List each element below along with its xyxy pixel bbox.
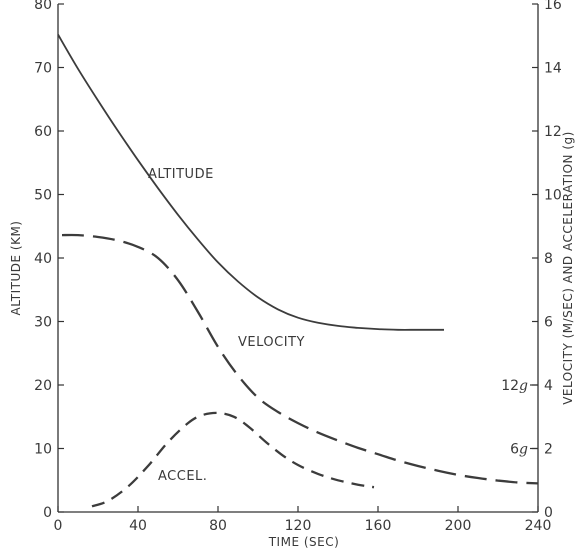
series-label-accel: ACCEL. (158, 469, 207, 484)
right-tick-label: 0 (544, 505, 553, 521)
right-tick-label: 10 (544, 188, 562, 204)
left-tick-label: 10 (34, 442, 52, 458)
labels-layer: TIME (SEC) ALTITUDE (KM) VELOCITY (M/SEC… (9, 131, 575, 549)
series-velocity-line (61, 233, 539, 485)
left-tick-label: 50 (34, 188, 52, 204)
series-layer (57, 34, 539, 508)
series-accel-line (91, 411, 375, 508)
left-tick-label: 60 (34, 124, 52, 140)
right-tick-label: 14 (544, 61, 562, 77)
bottom-tick-label: 120 (285, 518, 312, 534)
left-tick-label: 30 (34, 315, 52, 331)
left-tick-label: 20 (34, 378, 52, 394)
right-tick-label: 4 (544, 378, 553, 394)
right-axis-ticks: 0 2 4 6 8 10 12 14 16 6g 12g (501, 0, 562, 521)
bottom-tick-label: 240 (525, 518, 552, 534)
x-axis-title: TIME (SEC) (268, 535, 340, 549)
bottom-tick-label: 160 (365, 518, 392, 534)
left-axis-ticks: 0 10 20 30 40 50 60 70 80 (34, 0, 64, 521)
right-tick-label: 2 (544, 442, 553, 458)
left-tick-label: 0 (43, 505, 52, 521)
bottom-tick-label: 80 (209, 518, 227, 534)
right-tick-label: 8 (544, 251, 553, 267)
right-tick-label: 12 (544, 124, 562, 140)
left-tick-label: 40 (34, 251, 52, 267)
y2-axis-title: VELOCITY (M/SEC) AND ACCELERATION (g) (561, 131, 575, 405)
series-altitude-line (57, 34, 444, 331)
bottom-tick-label: 40 (129, 518, 147, 534)
bottom-tick-label: 0 (54, 518, 63, 534)
y-axis-title: ALTITUDE (KM) (9, 221, 23, 316)
series-label-altitude: ALTITUDE (148, 167, 214, 182)
right-tick-label: 16 (544, 0, 562, 13)
left-tick-label: 80 (34, 0, 52, 13)
left-tick-label: 70 (34, 61, 52, 77)
bottom-axis-ticks: 0 40 80 120 160 200 240 (54, 506, 552, 534)
series-label-velocity: VELOCITY (238, 335, 305, 350)
bottom-tick-label: 200 (445, 518, 472, 534)
accel-tick-label: 12g (501, 378, 528, 394)
accel-tick-label: 6g (510, 442, 528, 458)
right-tick-label: 6 (544, 315, 553, 331)
axes (57, 4, 539, 513)
